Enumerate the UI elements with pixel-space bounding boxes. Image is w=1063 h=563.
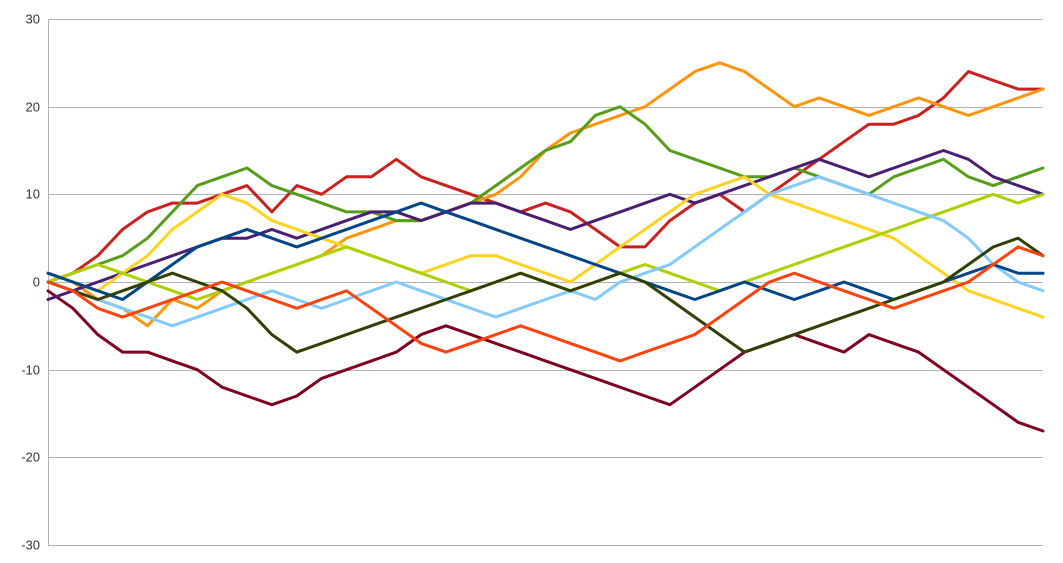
y-tick-label: -30 bbox=[21, 538, 40, 553]
series-line-3 bbox=[46, 105, 1045, 284]
y-tick-label: 30 bbox=[26, 12, 40, 27]
series-layer bbox=[46, 61, 1045, 433]
series-line-6 bbox=[46, 175, 1045, 319]
y-tick-label: 10 bbox=[26, 187, 40, 202]
series-line-4 bbox=[46, 289, 1045, 433]
y-axis: 30 20 10 0 -10 -20 -30 bbox=[21, 12, 49, 553]
y-tick-label: 0 bbox=[33, 275, 40, 290]
y-tick-label: -10 bbox=[21, 363, 40, 378]
y-tick-label: 20 bbox=[26, 100, 40, 115]
series-line-10 bbox=[46, 236, 1045, 354]
series-line-1 bbox=[46, 70, 1045, 284]
series-line-8 bbox=[46, 175, 1045, 328]
series-line-5 bbox=[46, 149, 1045, 301]
series-line-11 bbox=[46, 245, 1045, 363]
y-tick-label: -20 bbox=[21, 450, 40, 465]
series-line-9 bbox=[46, 201, 1045, 301]
grid-layer bbox=[48, 19, 1043, 546]
